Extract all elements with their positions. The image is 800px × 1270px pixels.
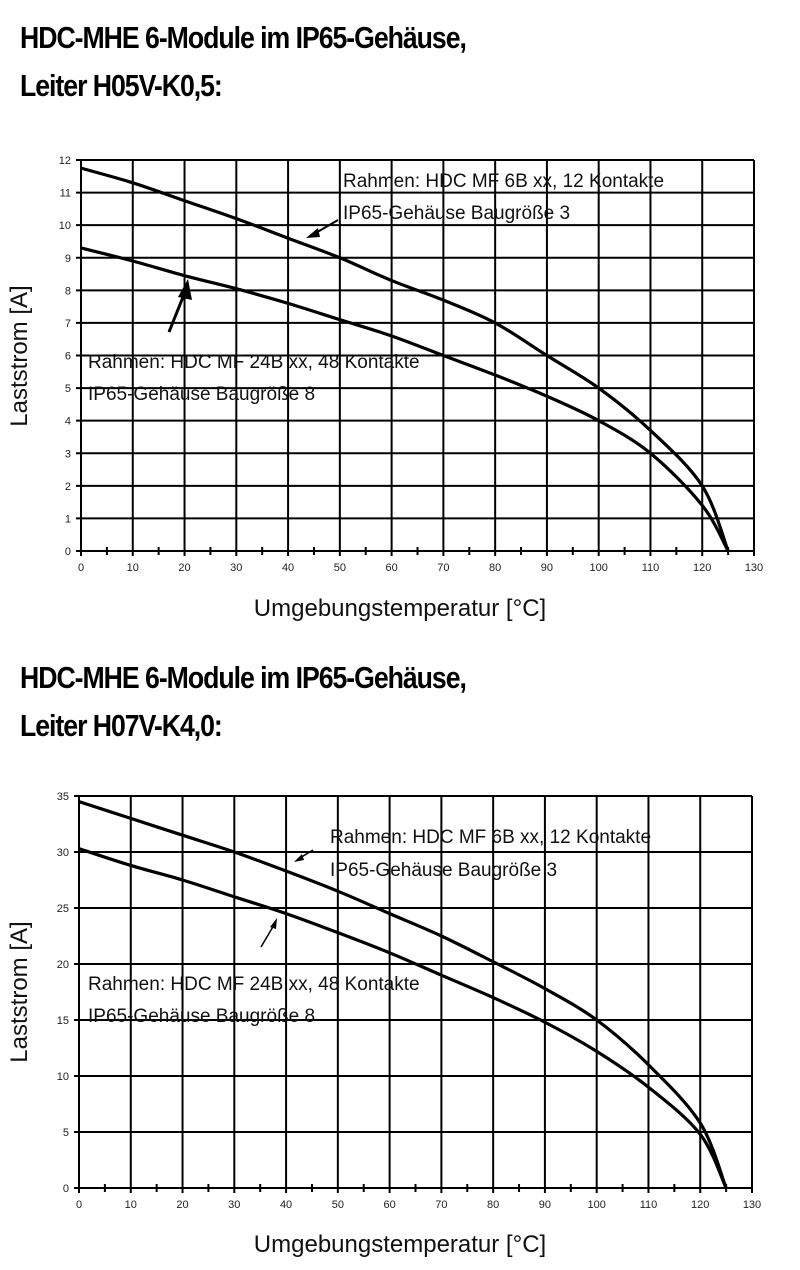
x-tick-label: 10: [127, 562, 139, 574]
x-tick-label: 30: [230, 562, 242, 574]
x-tick-label: 90: [539, 1199, 551, 1211]
annotation-lower-line2: IP65-Gehäuse Baugröße 8: [88, 384, 315, 405]
x-tick-label: 0: [78, 562, 84, 574]
y-tick-label: 2: [65, 481, 71, 493]
y-tick-label: 6: [65, 351, 71, 363]
chart-1-plot: 0 10 20 30 40 50 60 70 80 90 100 110 120 130012345678…: [6, 155, 763, 622]
x-tick-label: 60: [383, 1199, 395, 1211]
x-tick-label: 20: [178, 562, 190, 574]
x-tick-label: 100: [590, 562, 608, 574]
annotation-lower-line1: Rahmen: HDC MF 24B xx, 48 Kontakte: [88, 352, 420, 373]
x-tick-label: 70: [437, 562, 449, 574]
y-tick-label: 3: [65, 448, 71, 460]
y-tick-label: 25: [57, 903, 69, 915]
y-tick-label: 4: [65, 416, 71, 428]
chart-2-title-line2: Leiter H07V-K4,0:: [20, 708, 223, 743]
arrow-icon-lower: [167, 279, 192, 333]
chart-1-title: HDC-MHE 6-Module im IP65-Gehäuse, Leiter…: [20, 14, 467, 110]
series-line-24b: [78, 847, 728, 1189]
y-tick-label: 20: [57, 959, 69, 971]
x-tick-label: 40: [280, 1199, 292, 1211]
y-axis-label: Laststrom [A]: [6, 285, 33, 426]
y-tick-label: 5: [63, 1127, 69, 1139]
annotation-lower-line1: Rahmen: HDC MF 24B xx, 48 Kontakte: [88, 974, 420, 995]
x-tick-label: 50: [334, 562, 346, 574]
y-tick-label: 5: [65, 383, 71, 395]
series: [80, 166, 730, 552]
series-line-24b: [80, 246, 730, 552]
annotation-lower-line2: IP65-Gehäuse Baugröße 8: [88, 1006, 315, 1027]
x-tick-label: 20: [176, 1199, 188, 1211]
chart-2-title-line1: HDC-MHE 6-Module im IP65-Gehäuse,: [20, 660, 467, 695]
x-tick-label: 130: [745, 562, 763, 574]
x-tick-label: 120: [691, 1199, 709, 1211]
arrow-icon-upper: [306, 219, 339, 238]
arrow-icon-upper: [294, 849, 314, 862]
y-tick-label: 0: [63, 1183, 69, 1195]
chart-1-title-line1: HDC-MHE 6-Module im IP65-Gehäuse,: [20, 20, 467, 55]
y-tick-label: 35: [57, 791, 69, 803]
x-tick-label: 0: [76, 1199, 82, 1211]
annotation-upper-line2: IP65-Gehäuse Baugröße 3: [343, 203, 570, 224]
y-tick-label: 30: [57, 847, 69, 859]
x-axis-label: Umgebungstemperatur [°C]: [254, 1231, 546, 1258]
x-tick-label: 70: [435, 1199, 447, 1211]
arrow-icon-lower: [260, 918, 277, 948]
x-tick-label: 110: [640, 1199, 658, 1211]
y-tick-label: 8: [65, 285, 71, 297]
y-tick-label: 10: [57, 1071, 69, 1083]
chart-2-plot: 0 10 20 30 40 50 60 70 80 90 100 110 120 130 0 5 10 15 20 2…: [6, 791, 761, 1258]
chart-2-title: HDC-MHE 6-Module im IP65-Gehäuse, Leiter…: [20, 654, 467, 750]
grid: [74, 795, 753, 1189]
x-tick-label: 90: [541, 562, 553, 574]
y-tick-label: 15: [57, 1015, 69, 1027]
x-tick-label: 50: [332, 1199, 344, 1211]
x-tick-label: 80: [487, 1199, 499, 1211]
annotation-upper-line1: Rahmen: HDC MF 6B xx, 12 Kontakte: [330, 827, 651, 848]
x-tick-label: 80: [489, 562, 501, 574]
y-tick-label: 9: [65, 253, 71, 265]
y-tick-label: 7: [65, 318, 71, 330]
ticks: 0 10 20 30 40 50 60 70 80 90 100 110 120 130012345678…: [59, 155, 763, 574]
chart-1-title-line2: Leiter H05V-K0,5:: [20, 68, 223, 103]
x-tick-label: 130: [743, 1199, 761, 1211]
y-tick-label: 10: [59, 220, 71, 232]
series-line-6b: [78, 800, 728, 1189]
series: [78, 800, 728, 1189]
x-tick-label: 120: [693, 562, 711, 574]
series-line-6b: [80, 166, 730, 552]
x-tick-label: 60: [385, 562, 397, 574]
y-tick-label: 0: [65, 546, 71, 558]
x-tick-label: 10: [125, 1199, 137, 1211]
y-axis-label: Laststrom [A]: [6, 921, 33, 1062]
x-tick-label: 110: [642, 562, 660, 574]
x-tick-label: 100: [588, 1199, 606, 1211]
y-tick-label: 12: [59, 155, 71, 167]
y-tick-label: 1: [65, 513, 71, 525]
y-tick-label: 11: [60, 188, 71, 200]
x-tick-label: 40: [282, 562, 294, 574]
x-tick-label: 30: [228, 1199, 240, 1211]
x-axis-label: Umgebungstemperatur [°C]: [254, 595, 546, 622]
annotation-upper-line1: Rahmen: HDC MF 6B xx, 12 Kontakte: [343, 171, 664, 192]
ticks: 0 10 20 30 40 50 60 70 80 90 100 110 120 130 0 5 10 15 20 2…: [57, 791, 761, 1211]
annotation-upper-line2: IP65-Gehäuse Baugröße 3: [330, 860, 557, 881]
grid: [76, 159, 755, 552]
